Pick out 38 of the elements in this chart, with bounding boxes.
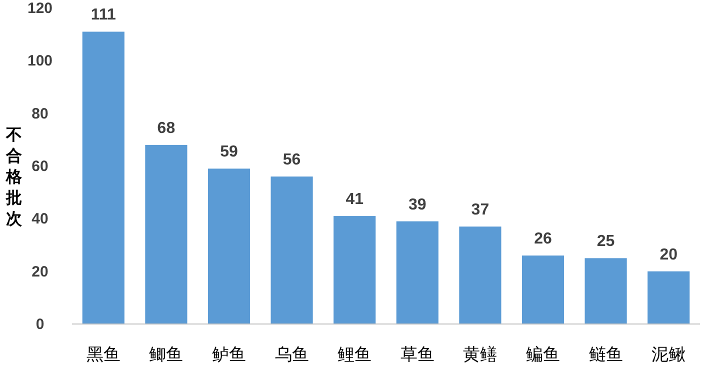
x-tick-label: 鳊鱼: [526, 345, 560, 365]
y-axis-title: 不合格批次: [5, 125, 23, 228]
data-label: 59: [220, 144, 238, 161]
x-tick-label: 鲤鱼: [338, 345, 372, 365]
y-tick-label: 80: [32, 105, 48, 122]
data-label: 37: [471, 202, 490, 219]
bar: [208, 168, 250, 324]
bar: [145, 144, 188, 324]
data-label: 25: [596, 233, 615, 250]
bar: [584, 258, 627, 324]
x-tick-label: 鲈鱼: [212, 345, 246, 365]
bar: [396, 221, 438, 324]
y-tick-label: 20: [32, 263, 48, 280]
x-tick-label: 乌鱼: [274, 345, 309, 365]
x-tick-label: 黄鳝: [463, 345, 498, 365]
x-tick-label: 泥鳅: [652, 345, 686, 365]
data-label: 26: [534, 230, 552, 248]
y-tick-label: 60: [32, 158, 48, 175]
x-tick-label: 鲫鱼: [149, 345, 184, 365]
bar: [334, 216, 376, 324]
bar: [522, 256, 564, 324]
data-label: 56: [282, 152, 301, 169]
x-tick-label: 草鱼: [400, 345, 434, 365]
x-tick-label: 鲢鱼: [588, 345, 623, 365]
data-label: 68: [157, 120, 176, 137]
bar: [82, 32, 124, 324]
data-label: 20: [660, 246, 678, 264]
bar: [459, 226, 502, 324]
y-tick-label: 40: [32, 210, 48, 228]
data-label: 111: [90, 6, 116, 24]
y-tick-label: 0: [36, 316, 44, 333]
bar: [648, 271, 690, 324]
data-label: 39: [408, 196, 426, 214]
y-tick-label: 100: [27, 52, 53, 70]
x-tick-label: 黑鱼: [86, 345, 120, 365]
data-label: 41: [346, 191, 364, 208]
y-tick-label: 120: [27, 0, 53, 17]
bar: [270, 176, 313, 324]
